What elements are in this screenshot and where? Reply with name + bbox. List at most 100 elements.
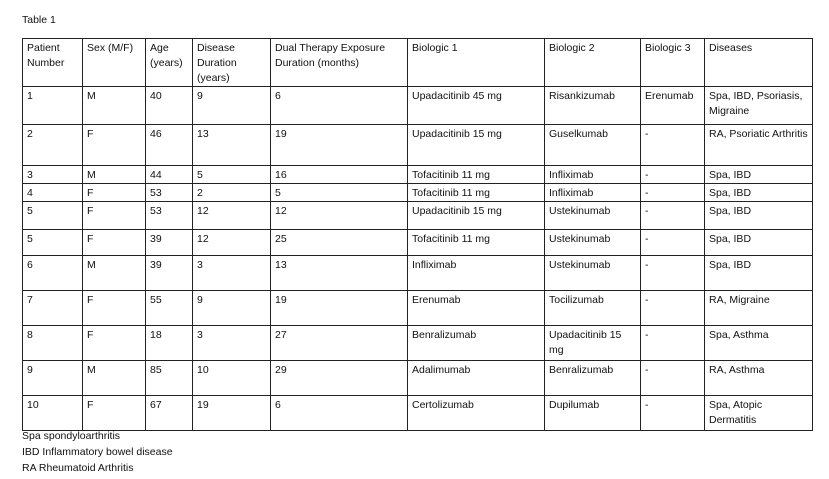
table-cell: 53	[145, 183, 193, 202]
header-cell: Dual Therapy Exposure Duration (months)	[270, 38, 408, 87]
table-cell: Ustekinumab	[544, 201, 641, 230]
table-cell: -	[640, 124, 705, 166]
table-cell: M	[82, 255, 146, 291]
table-cell: Tofacitinib 11 mg	[407, 183, 545, 202]
table-cell: 9	[192, 290, 271, 326]
table-cell: 29	[270, 360, 408, 396]
table-cell: 1	[22, 86, 83, 125]
table-cell: 8	[22, 325, 83, 361]
table-cell: Spa, IBD	[704, 255, 813, 291]
table-row: 8 F 18 3 27 Benralizumab Upadacitinib 15 mg - Sp…	[22, 325, 813, 361]
table-cell: 3	[192, 325, 271, 361]
table-cell: Spa, IBD	[704, 183, 813, 202]
table-cell: 39	[145, 229, 193, 256]
table-cell: 16	[270, 165, 408, 184]
table-cell: -	[640, 360, 705, 396]
table-cell: Infliximab	[544, 165, 641, 184]
table-row: 4 F 53 2 5 Tofacitinib 11 mg Infliximab - Spa, I…	[22, 183, 813, 202]
table-cell: F	[82, 395, 146, 431]
table-cell: 85	[145, 360, 193, 396]
table-cell: 4	[22, 183, 83, 202]
table-cell: -	[640, 183, 705, 202]
table-cell: 53	[145, 201, 193, 230]
table-cell: Infliximab	[407, 255, 545, 291]
footnotes: Spa spondyloarthritis IBD Inflammatory bo…	[22, 428, 173, 476]
table-cell: F	[82, 183, 146, 202]
header-cell: Biologic 2	[544, 38, 641, 87]
table-cell: Guselkumab	[544, 124, 641, 166]
table-row: 3 M 44 5 16 Tofacitinib 11 mg Infliximab - Spa, …	[22, 165, 813, 184]
footnote: IBD Inflammatory bowel disease	[22, 446, 173, 458]
table-cell: RA, Psoriatic Arthritis	[704, 124, 813, 166]
table-cell: M	[82, 165, 146, 184]
table-cell: Benralizumab	[544, 360, 641, 396]
table-title: Table 1	[22, 14, 56, 26]
table-cell: Tofacitinib 11 mg	[407, 165, 545, 184]
table-cell: 3	[22, 165, 83, 184]
table-cell: 25	[270, 229, 408, 256]
table-cell: Spa, IBD, Psoriasis, Migraine	[704, 86, 813, 125]
table-cell: 13	[192, 124, 271, 166]
table-cell: 19	[270, 290, 408, 326]
table-cell: -	[640, 165, 705, 184]
table-cell: 5	[192, 165, 271, 184]
table-cell: Risankizumab	[544, 86, 641, 125]
table-cell: Tocilizumab	[544, 290, 641, 326]
table-cell: 55	[145, 290, 193, 326]
table-cell: 46	[145, 124, 193, 166]
table-cell: 67	[145, 395, 193, 431]
table-row: 2 F 46 13 19 Upadacitinib 15 mg Guselkumab - RA,…	[22, 124, 813, 166]
header-cell: Age (years)	[145, 38, 193, 87]
table-cell: Upadacitinib 15 mg	[544, 325, 641, 361]
table-cell: 6	[22, 255, 83, 291]
table-cell: 19	[192, 395, 271, 431]
table-cell: -	[640, 325, 705, 361]
header-cell: Sex (M/F)	[82, 38, 146, 87]
table-cell: Certolizumab	[407, 395, 545, 431]
header-cell: Biologic 1	[407, 38, 545, 87]
table-cell: RA, Migraine	[704, 290, 813, 326]
table-cell: Spa, IBD	[704, 229, 813, 256]
table-cell: Spa, IBD	[704, 165, 813, 184]
table-cell: 44	[145, 165, 193, 184]
table-cell: 40	[145, 86, 193, 125]
table-cell: RA, Asthma	[704, 360, 813, 396]
table-cell: M	[82, 360, 146, 396]
table-cell: F	[82, 325, 146, 361]
header-cell: Biologic 3	[640, 38, 705, 87]
table-cell: -	[640, 229, 705, 256]
table-cell: 9	[22, 360, 83, 396]
header-cell: Disease Duration (years)	[192, 38, 271, 87]
table-cell: F	[82, 290, 146, 326]
header-row: Patient Number Sex (M/F) Age (years) Diseas…	[22, 38, 813, 87]
header-cell: Diseases	[704, 38, 813, 87]
table-cell: 12	[192, 229, 271, 256]
table-cell: 7	[22, 290, 83, 326]
table-cell: 27	[270, 325, 408, 361]
table-cell: Erenumab	[407, 290, 545, 326]
table-cell: 9	[192, 86, 271, 125]
table-cell: Infliximab	[544, 183, 641, 202]
table-cell: Spa, IBD	[704, 201, 813, 230]
table-cell: 10	[192, 360, 271, 396]
table-cell: 5	[270, 183, 408, 202]
table-cell: Spa, Asthma	[704, 325, 813, 361]
table-cell: 10	[22, 395, 83, 431]
table-row: 5 F 53 12 12 Upadacitinib 15 mg Ustekinumab - Sp…	[22, 201, 813, 230]
table-cell: Ustekinumab	[544, 229, 641, 256]
table-cell: 18	[145, 325, 193, 361]
table-cell: 39	[145, 255, 193, 291]
table-cell: -	[640, 201, 705, 230]
table-cell: Benralizumab	[407, 325, 545, 361]
table-row: 10 F 67 19 6 Certolizumab Dupilumab - Spa, Atopi…	[22, 395, 813, 431]
table-cell: 5	[22, 229, 83, 256]
table-cell: 5	[22, 201, 83, 230]
table-cell: 3	[192, 255, 271, 291]
table-cell: Upadacitinib 15 mg	[407, 201, 545, 230]
table-cell: 6	[270, 395, 408, 431]
table-cell: F	[82, 229, 146, 256]
table-cell: 6	[270, 86, 408, 125]
table-cell: 12	[270, 201, 408, 230]
table-cell: 13	[270, 255, 408, 291]
